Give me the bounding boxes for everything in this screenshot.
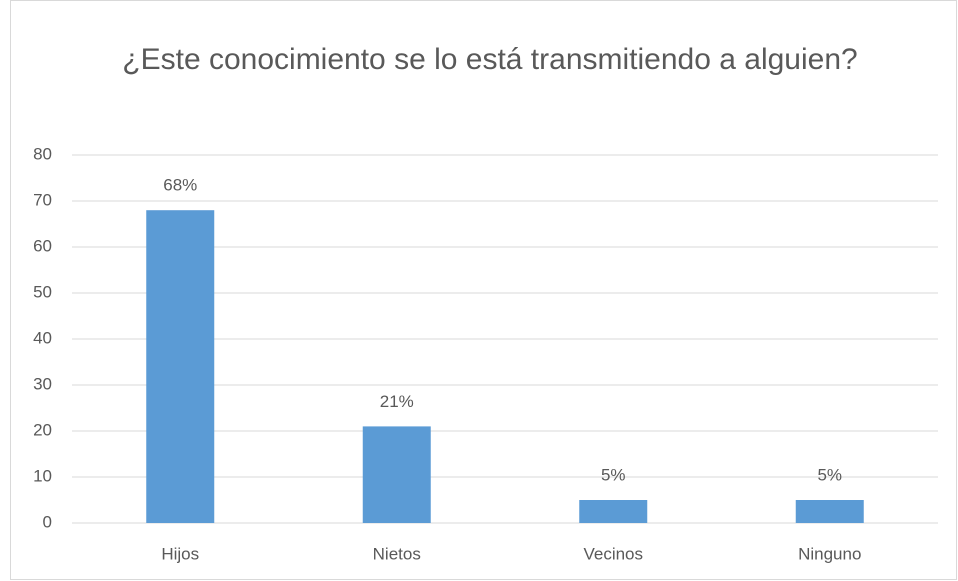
- data-label: 21%: [380, 392, 414, 411]
- y-tick-label: 10: [33, 466, 52, 485]
- bar: [579, 500, 648, 523]
- y-tick-label: 50: [33, 282, 52, 301]
- data-label: 5%: [817, 465, 842, 484]
- y-tick-label: 0: [43, 512, 52, 531]
- bar: [362, 426, 431, 523]
- y-tick-label: 30: [33, 374, 52, 393]
- y-tick-label: 40: [33, 328, 52, 347]
- y-tick-label: 60: [33, 236, 52, 255]
- data-label: 68%: [163, 176, 197, 195]
- y-tick-label: 80: [33, 144, 52, 163]
- x-tick-label: Hijos: [161, 544, 199, 563]
- chart-border: [10, 0, 957, 580]
- chart-title: ¿Este conocimiento se lo está transmitie…: [122, 43, 858, 76]
- y-tick-label: 70: [33, 190, 52, 209]
- bar: [795, 500, 864, 523]
- x-tick-label: Nietos: [373, 544, 421, 563]
- data-label: 5%: [601, 465, 626, 484]
- y-tick-label: 20: [33, 420, 52, 439]
- x-tick-label: Ninguno: [798, 544, 861, 563]
- bar: [146, 210, 215, 523]
- x-tick-label: Vecinos: [583, 544, 643, 563]
